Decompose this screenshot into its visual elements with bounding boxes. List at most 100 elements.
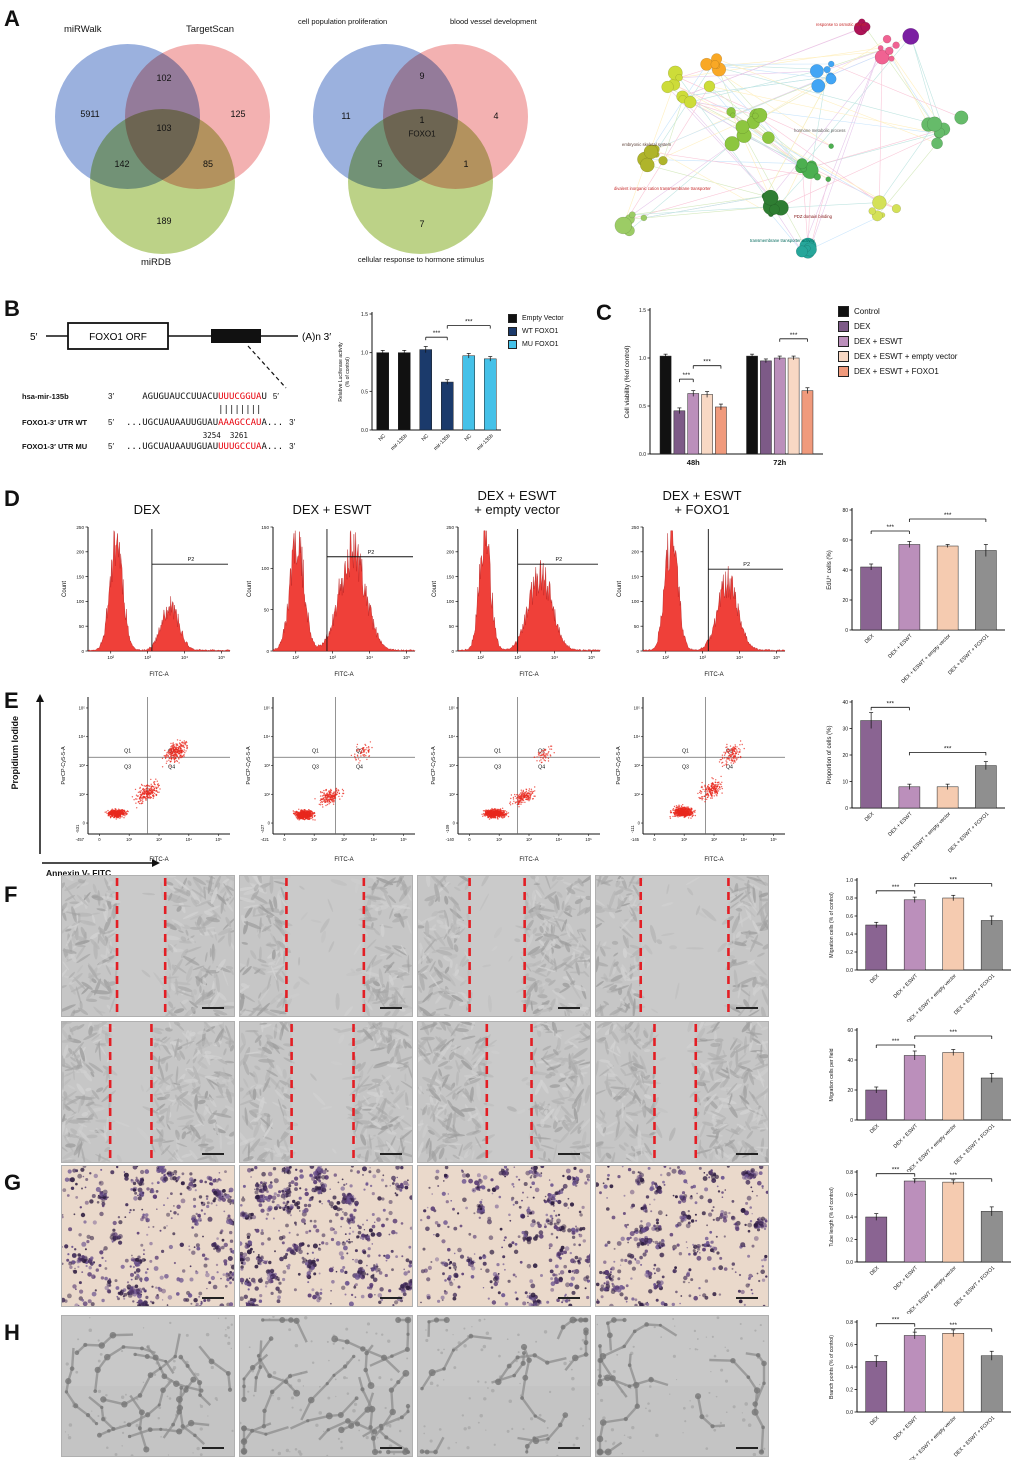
migration-pct-bar-chart: 0.0 0.2 0.4 0.6 0.8 1.0 Migration cells (% of … — [824, 872, 1016, 1027]
venn-mirna-databases: miRWalk TargetScan 5911 125 102 103 142 … — [38, 16, 288, 268]
svg-text:10⁵: 10⁵ — [585, 837, 592, 842]
venn-set-label-proliferation: cell population proliferation — [298, 17, 388, 26]
panel-e-label: E — [4, 688, 19, 713]
svg-text:10⁵: 10⁵ — [773, 655, 780, 660]
svg-text:0.5: 0.5 — [361, 389, 368, 395]
svg-text:PDZ domain binding: PDZ domain binding — [794, 214, 833, 219]
svg-text:0.5: 0.5 — [639, 404, 646, 410]
column-title-empty-vector: DEX + ESWT + empty vector — [474, 487, 560, 518]
svg-text:10⁴: 10⁴ — [264, 734, 271, 739]
svg-text:10²: 10² — [126, 837, 133, 842]
svg-text:DEX + ESWT + FOXO1: DEX + ESWT + FOXO1 — [947, 811, 990, 854]
svg-text:-457: -457 — [76, 837, 85, 842]
propidium-iodide-axis-arrow — [36, 694, 44, 854]
legend-item: Empty Vector — [508, 314, 564, 323]
svg-text:Q4: Q4 — [538, 764, 545, 770]
svg-text:P2: P2 — [368, 550, 375, 556]
venn-count: 1 — [463, 159, 469, 169]
svg-text:10³: 10³ — [79, 763, 86, 768]
svg-text:Q1: Q1 — [312, 748, 319, 754]
svg-text:0: 0 — [283, 837, 286, 842]
venn-count: 102 — [156, 73, 172, 83]
svg-text:10⁴: 10⁴ — [556, 837, 563, 842]
svg-text:100: 100 — [76, 599, 84, 604]
svg-text:10³: 10³ — [329, 655, 336, 660]
orf-label: FOXO1 ORF — [89, 332, 147, 343]
venn-go-terms: cell population proliferation blood vess… — [296, 16, 546, 268]
svg-text:10⁴: 10⁴ — [371, 837, 378, 842]
venn-count: 4 — [493, 111, 499, 121]
svg-text:-140: -140 — [446, 837, 455, 842]
svg-text:0: 0 — [468, 837, 471, 842]
venn-count: 9 — [419, 71, 425, 81]
svg-text:Q3: Q3 — [124, 764, 131, 770]
svg-text:60: 60 — [842, 538, 848, 544]
svg-text:Q2: Q2 — [356, 748, 363, 754]
svg-text:50: 50 — [634, 624, 640, 629]
venn-count: 1 — [419, 115, 425, 125]
svg-text:10⁵: 10⁵ — [215, 837, 222, 842]
transwell-micrograph-svg — [596, 1166, 768, 1306]
svg-text:-145: -145 — [631, 837, 640, 842]
legend-item: DEX + ESWT + FOXO1 — [838, 366, 957, 377]
legend-swatch — [508, 314, 517, 323]
svg-text:100: 100 — [446, 599, 454, 604]
svg-text:mir-135b: mir-135b — [433, 433, 452, 452]
bar-chart-svg: 0.0 0.5 1.0 1.5 Relative Luciferase activity… — [338, 312, 501, 452]
svg-text:***: *** — [465, 319, 473, 326]
svg-text:10³: 10³ — [711, 837, 718, 842]
svg-text:0: 0 — [98, 837, 101, 842]
svg-text:150: 150 — [631, 574, 639, 579]
svg-text:***: *** — [703, 359, 711, 366]
svg-text:0: 0 — [268, 821, 271, 826]
schematic-3prime-label: (A)n 3′ — [302, 332, 331, 343]
e-y-axis-label: Propidium Iodide — [10, 716, 20, 790]
transwell-image-dex-eswt — [239, 1165, 413, 1307]
svg-text:DEX + ESWT + FOXO1: DEX + ESWT + FOXO1 — [947, 633, 990, 676]
legend-item: Control — [838, 306, 957, 317]
legend-item: DEX — [838, 321, 957, 332]
alignment-positions: 3254 3261 — [126, 431, 248, 440]
venn-set-label-vessel: blood vessel development — [450, 17, 537, 26]
legend-label: WT FOXO1 — [522, 328, 559, 335]
svg-text:250: 250 — [446, 525, 454, 530]
svg-text:10⁵: 10⁵ — [449, 705, 456, 710]
scratch-micrograph-svg — [240, 1022, 412, 1162]
venn-circle-mirdb — [90, 109, 235, 254]
apoptosis-scatter-foxo1: 0 0 10² 10² 10³ 10³ 10⁴ 10⁴ 10⁵ 10⁵ -145 -111 FITC-A… — [613, 692, 791, 869]
svg-text:***: *** — [683, 372, 691, 379]
svg-text:72h: 72h — [773, 458, 786, 467]
svg-text:PerCP-Cy5-5-A: PerCP-Cy5-5-A — [61, 746, 67, 785]
svg-text:-109: -109 — [445, 824, 450, 833]
venn-center-gene: FOXO1 — [408, 129, 436, 139]
svg-text:10⁴: 10⁴ — [79, 734, 86, 739]
svg-text:Q3: Q3 — [494, 764, 501, 770]
svg-text:***: *** — [886, 700, 894, 707]
svg-text:response to osmotic stress: response to osmotic stress — [816, 22, 866, 27]
scratch-micrograph-svg — [596, 1022, 768, 1162]
svg-text:P2: P2 — [743, 562, 750, 568]
svg-text:100: 100 — [261, 566, 269, 571]
scratch-image-r1-empty-vector — [417, 875, 591, 1017]
luciferase-bar-chart: 0.0 0.5 1.0 1.5 Relative Luciferase activity… — [336, 300, 506, 467]
svg-text:0: 0 — [653, 837, 656, 842]
svg-text:250: 250 — [631, 525, 639, 530]
scratch-image-r1-foxo1 — [595, 875, 769, 1017]
svg-text:10: 10 — [842, 780, 848, 786]
svg-text:EdU⁺ cells (%): EdU⁺ cells (%) — [826, 550, 833, 590]
legend-label: DEX + ESWT + FOXO1 — [854, 367, 939, 376]
bar-chart-svg: 48h 72h 0.0 0.5 1.0 1.5 Cell viability (%of co… — [624, 308, 823, 467]
legend-label: DEX + ESWT + empty vector — [854, 352, 958, 361]
alignment-row-mu: FOXO1-3′ UTR MU 5′ ...UGCUAUAAUUGUAUUUUG… — [22, 442, 296, 452]
svg-text:10⁵: 10⁵ — [588, 655, 595, 660]
legend-swatch — [508, 340, 517, 349]
svg-text:10²: 10² — [496, 837, 503, 842]
apoptosis-scatter-dex: 0 0 10² 10² 10³ 10³ 10⁴ 10⁴ 10⁵ 10⁵ -457 -531 FITC-A… — [58, 692, 236, 869]
scratch-image-r2-empty-vector — [417, 1021, 591, 1163]
flow-histogram-svg: 0 50 100 150 200 250 10² 10³ 10⁴ 10⁵ FITC-A Count P2 — [617, 525, 786, 678]
svg-text:Count: Count — [432, 581, 438, 597]
venn-set-label-mirwalk: miRWalk — [64, 24, 102, 35]
go-term-network-graph: response to osmotic stress PDZ domain bin… — [558, 4, 1008, 294]
flow-histogram-svg: 0 50 100 150 200 250 10² 10³ 10⁴ 10⁵ FITC-A Count P2 — [432, 525, 601, 678]
scratch-micrograph-svg — [240, 876, 412, 1016]
